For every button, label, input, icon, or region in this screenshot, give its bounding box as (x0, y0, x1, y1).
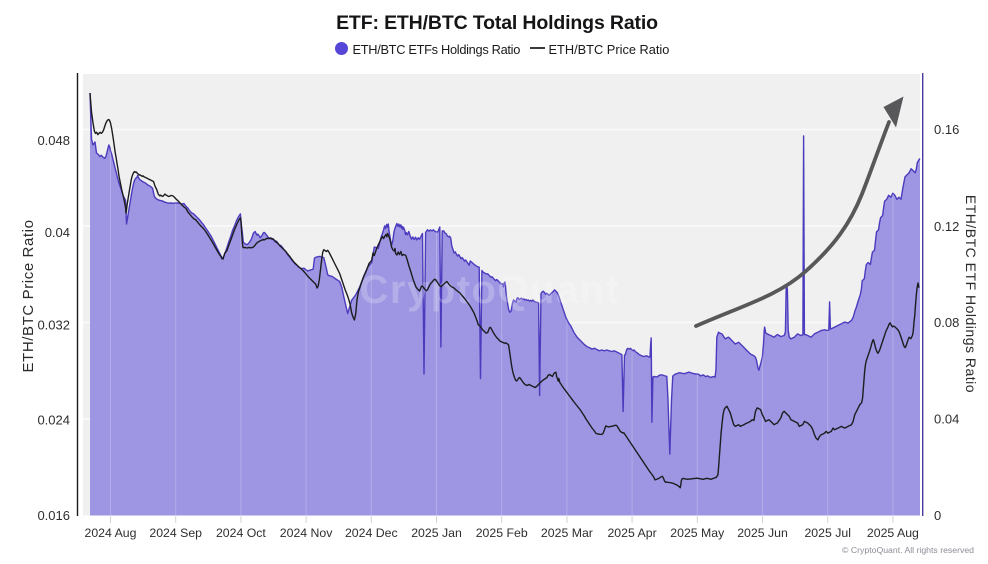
svg-text:2025 Jan: 2025 Jan (411, 526, 462, 540)
svg-text:0.048: 0.048 (37, 133, 70, 148)
svg-text:2025 Apr: 2025 Apr (607, 526, 656, 540)
svg-text:ETH/BTC ETF Holdings Ratio: ETH/BTC ETF Holdings Ratio (963, 195, 979, 393)
svg-text:0.024: 0.024 (37, 413, 70, 428)
svg-text:2024 Nov: 2024 Nov (280, 526, 333, 540)
svg-text:0.12: 0.12 (934, 219, 959, 234)
svg-text:2025 Jun: 2025 Jun (737, 526, 788, 540)
svg-text:CryptoQuant: CryptoQuant (360, 268, 621, 312)
svg-text:2024 Sep: 2024 Sep (149, 526, 202, 540)
svg-text:ETH/BTC Price Ratio: ETH/BTC Price Ratio (20, 219, 37, 372)
svg-text:2025 May: 2025 May (670, 526, 725, 540)
svg-text:0.016: 0.016 (37, 508, 70, 523)
svg-text:2024 Oct: 2024 Oct (216, 526, 266, 540)
svg-text:0.08: 0.08 (934, 315, 959, 330)
svg-text:0.04: 0.04 (45, 225, 70, 240)
svg-text:2024 Aug: 2024 Aug (85, 526, 137, 540)
svg-text:2024 Dec: 2024 Dec (345, 526, 398, 540)
svg-text:2025 Feb: 2025 Feb (476, 526, 528, 540)
svg-text:2025 Jul: 2025 Jul (804, 526, 851, 540)
svg-text:0.04: 0.04 (934, 412, 959, 427)
svg-text:0.032: 0.032 (37, 318, 70, 333)
svg-text:0.16: 0.16 (934, 122, 959, 137)
svg-text:2025 Aug: 2025 Aug (867, 526, 919, 540)
svg-text:0: 0 (934, 508, 941, 523)
svg-text:2025 Mar: 2025 Mar (541, 526, 593, 540)
